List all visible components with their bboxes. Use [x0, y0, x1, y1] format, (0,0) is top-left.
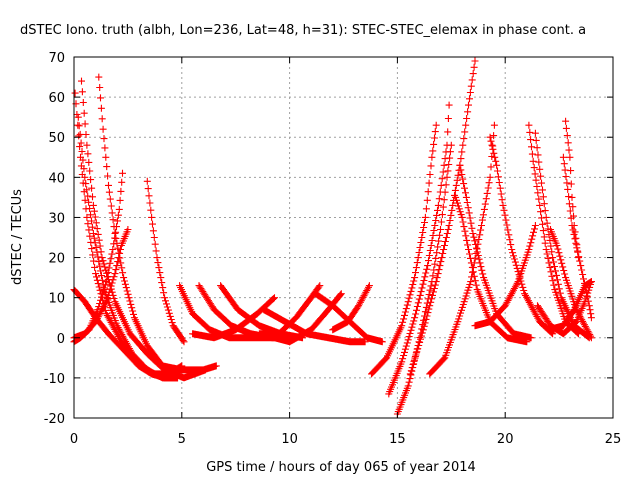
data-marker: [143, 177, 188, 346]
y-tick-label: 50: [48, 131, 65, 146]
y-tick-label: 60: [48, 91, 65, 106]
data-series: [471, 222, 539, 330]
data-marker: [78, 77, 209, 382]
data-marker: [531, 129, 593, 342]
data-series: [255, 282, 324, 338]
data-series: [368, 121, 440, 378]
chart-title: dSTEC Iono. truth (albh, Lon=236, Lat=48…: [20, 23, 586, 38]
y-tick-label: -20: [44, 412, 65, 427]
grid: [74, 57, 613, 418]
data-marker: [544, 278, 595, 334]
data-marker: [95, 73, 220, 374]
data-marker: [255, 282, 324, 338]
x-axis-label: GPS time / hours of day 065 of year 2014: [206, 460, 476, 475]
x-tick-label: 25: [605, 432, 622, 447]
data-marker: [260, 306, 369, 346]
data-series: [95, 73, 220, 374]
data-series: [385, 101, 453, 398]
x-tick-label: 10: [281, 432, 298, 447]
y-tick-label: 30: [48, 211, 65, 226]
data-marker: [471, 222, 539, 330]
data-series: [312, 290, 386, 346]
data-series: [143, 177, 188, 346]
y-tick-label: -10: [44, 372, 65, 387]
data-series: [452, 193, 531, 346]
data-series: [189, 294, 278, 342]
axis-ticks: 0 5 10 15 20 25 -20 -10 0 10 20 30 40 50 60 70: [44, 51, 622, 447]
y-tick-label: 70: [48, 51, 65, 66]
x-tick-label: 0: [70, 432, 78, 447]
data-series: [486, 133, 557, 338]
data-series: [562, 117, 582, 262]
data-marker: [189, 294, 278, 342]
x-tick-label: 5: [178, 432, 186, 447]
y-tick-label: 40: [48, 171, 65, 186]
plot-frame: [73, 56, 614, 419]
data-series: [531, 129, 593, 342]
x-tick-label: 15: [389, 432, 406, 447]
y-tick-label: 10: [48, 292, 65, 307]
data-marker: [452, 193, 531, 346]
data-marker: [368, 121, 440, 378]
data-marker: [385, 101, 453, 398]
y-tick-label: 20: [48, 252, 65, 267]
data-series: [78, 77, 209, 382]
data-marker: [562, 117, 582, 262]
data-marker: [329, 282, 373, 334]
data-series: [544, 278, 595, 334]
x-tick-label: 20: [497, 432, 514, 447]
data-series: [329, 282, 373, 334]
y-axis-label: dSTEC / TECUs: [10, 189, 25, 285]
y-tick-label: 0: [57, 332, 65, 347]
data-marker: [312, 290, 386, 346]
data-points: [70, 57, 595, 418]
data-marker: [486, 133, 557, 338]
data-series: [260, 306, 369, 346]
